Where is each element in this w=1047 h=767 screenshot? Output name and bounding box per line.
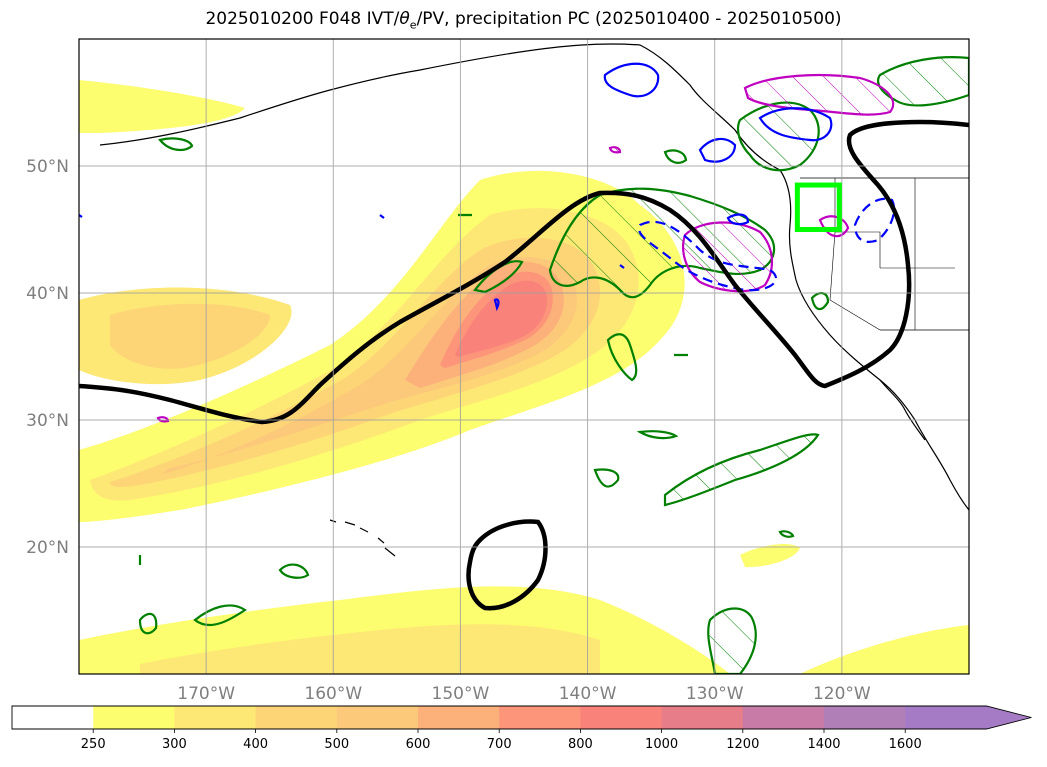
precip-contour-pacific-3 bbox=[663, 433, 820, 507]
theta-contour-small-1 bbox=[493, 298, 500, 312]
lon-tick-label: 150°W bbox=[432, 684, 490, 704]
colorbar-extend-arrow bbox=[905, 706, 1032, 729]
lon-tick-labels: 170°W 160°W 150°W 140°W 130°W 120°W bbox=[177, 684, 871, 704]
colorbar-tick-label: 600 bbox=[406, 737, 431, 752]
precip-contour-pacific-5 bbox=[707, 607, 757, 674]
colorbar-tick-label: 1200 bbox=[726, 737, 759, 752]
map-axes: 170°W 160°W 150°W 140°W 130°W 120°W 50°N 40°N 3… bbox=[26, 38, 970, 704]
colorbar-tick-label: 400 bbox=[243, 737, 268, 752]
ivt-strip-north bbox=[79, 80, 245, 133]
colorbar-tick-label: 800 bbox=[568, 737, 593, 752]
coastlines bbox=[99, 43, 969, 557]
colorbar-segment bbox=[255, 706, 338, 729]
lat-tick-label: 20°N bbox=[26, 538, 69, 558]
coastline-alaska bbox=[99, 43, 781, 171]
title-theta-subscript: e bbox=[409, 18, 417, 32]
magenta-contours bbox=[156, 73, 895, 423]
precip-contour-pacific-4 bbox=[593, 468, 620, 488]
coastline-north-america-west bbox=[779, 169, 969, 511]
colorbar-outline bbox=[11, 705, 1032, 730]
colorbar-tick-label: 1000 bbox=[645, 737, 678, 752]
highlight-box bbox=[794, 182, 842, 233]
title-prefix: 2025010200 F048 IVT/ bbox=[205, 9, 400, 29]
ivt-blob-east bbox=[740, 544, 800, 568]
colorbar-tick-label: 1400 bbox=[807, 737, 840, 752]
precip-contour-small-8 bbox=[778, 530, 795, 538]
theta-contour-alaska-2 bbox=[758, 107, 833, 142]
colorbar-segment bbox=[580, 706, 663, 729]
colorbar-tick-label: 300 bbox=[162, 737, 187, 752]
precip-contour-small-4 bbox=[278, 563, 310, 579]
precip-contour-small-7 bbox=[810, 292, 830, 311]
colorbar-tick-label: 500 bbox=[324, 737, 349, 752]
precip-contour-pacific-2 bbox=[606, 333, 638, 382]
colorbar-tick-label: 1600 bbox=[889, 737, 922, 752]
coastline-baja bbox=[879, 379, 926, 441]
ivt-band-south-inner bbox=[140, 624, 600, 674]
lon-tick-label: 130°W bbox=[686, 684, 744, 704]
colorbar-segment bbox=[499, 706, 581, 729]
map-frame bbox=[78, 38, 970, 675]
colorbar-segment bbox=[661, 706, 744, 729]
colorbar-tick-label: 250 bbox=[81, 737, 106, 752]
lon-tick-label: 170°W bbox=[177, 684, 235, 704]
magenta-contour-tiny-1 bbox=[608, 146, 622, 154]
title-theta: θ bbox=[399, 9, 410, 29]
colorbar-segment bbox=[418, 706, 500, 729]
grid-lines bbox=[79, 39, 969, 674]
colorbar-segment bbox=[742, 706, 825, 729]
ivt-lobe-west-inner bbox=[110, 303, 270, 369]
ivt-band-800 bbox=[455, 280, 548, 357]
precip-contour-small-3 bbox=[138, 612, 158, 635]
lat-tick-label: 50°N bbox=[26, 157, 69, 177]
colorbar-segment bbox=[336, 706, 419, 729]
precip-contour-small-2 bbox=[193, 604, 247, 627]
precip-contour-small-5 bbox=[636, 430, 679, 440]
magenta-contour-tiny-2 bbox=[156, 416, 170, 423]
theta-contour-east-dashed bbox=[853, 197, 896, 243]
colorbar-segment bbox=[824, 706, 906, 729]
colorbar-segment bbox=[12, 706, 94, 729]
lon-tick-label: 140°W bbox=[559, 684, 617, 704]
lat-tick-label: 30°N bbox=[26, 411, 69, 431]
precip-contour-small-6 bbox=[663, 149, 688, 164]
colorbar-segment bbox=[93, 706, 175, 729]
colorbar-segment bbox=[174, 706, 257, 729]
pv-contours bbox=[79, 119, 969, 611]
pv-contour-main bbox=[79, 119, 969, 425]
theta-contour-alaska-3 bbox=[698, 137, 737, 163]
colorbar-tick-label: 700 bbox=[487, 737, 512, 752]
theta-contour-small-3 bbox=[726, 213, 750, 226]
lat-tick-labels: 50°N 40°N 30°N 20°N bbox=[26, 157, 69, 558]
state-borders bbox=[829, 178, 955, 331]
title-suffix: /PV, precipitation PC (2025010400 - 2025… bbox=[416, 9, 842, 29]
precip-contour-small-1 bbox=[158, 137, 194, 152]
map-title: 2025010200 F048 IVT/θe/PV, precipitation… bbox=[0, 9, 1047, 31]
lat-tick-label: 40°N bbox=[26, 284, 69, 304]
colorbar: 250 300 400 500 600 700 800 1000 1200 1400 1600 bbox=[11, 705, 1032, 752]
magenta-contour-alaska bbox=[743, 73, 895, 116]
lon-tick-label: 160°W bbox=[304, 684, 362, 704]
lon-tick-label: 120°W bbox=[813, 684, 871, 704]
pv-contour-south bbox=[466, 519, 548, 611]
theta-contour-alaska-1 bbox=[603, 62, 660, 98]
theta-contour-coast-dashed bbox=[637, 220, 778, 292]
